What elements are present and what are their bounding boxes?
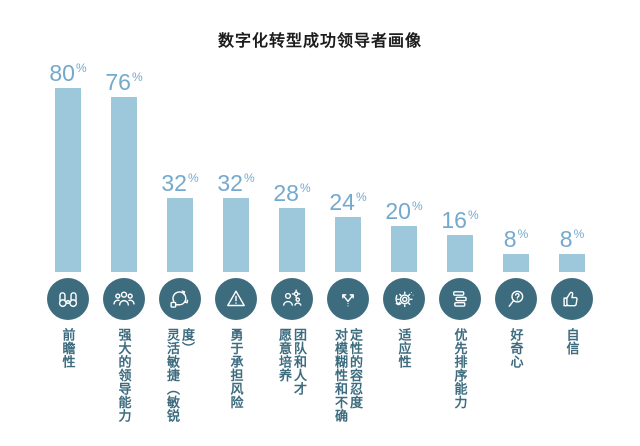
- icon-circle: [439, 278, 481, 320]
- category-label: 愿意培养 团队和人才: [277, 328, 307, 396]
- icon-circle: [551, 278, 593, 320]
- bar: [110, 97, 137, 272]
- icon-circle: [271, 278, 313, 320]
- bar-value-label: 24%: [329, 188, 367, 215]
- category-label: 自信: [564, 328, 580, 355]
- icon-circle: [383, 278, 425, 320]
- percent-sign: %: [517, 226, 529, 241]
- thumbs-up-icon: [563, 291, 578, 307]
- percent-sign: %: [299, 180, 311, 195]
- talent-development-icon: [282, 289, 302, 306]
- agile-loop-icon: [170, 290, 189, 308]
- icon-circle: [103, 278, 145, 320]
- bar-value-number: 8: [503, 225, 517, 252]
- chart-column: 8% 好奇心: [488, 60, 544, 438]
- risk-triangle-icon: [227, 290, 245, 307]
- chart-column: 20% 适应性: [376, 60, 432, 438]
- category-label: 好奇心: [508, 328, 524, 369]
- bar-area: 28%: [273, 60, 311, 272]
- bar: [54, 88, 81, 272]
- bar: [503, 253, 529, 272]
- chart-column: 16% 优先排序能力: [432, 60, 488, 438]
- percent-sign: %: [573, 226, 585, 241]
- icon-circle: [327, 278, 369, 320]
- category-label: 前瞻性: [60, 328, 76, 369]
- chart-column: 76% 强大的领导能力: [96, 60, 152, 438]
- bar-value-label: 20%: [385, 200, 422, 223]
- bar-value-label: 80%: [49, 62, 86, 85]
- percent-sign: %: [467, 208, 479, 223]
- bar-value-number: 80: [49, 60, 75, 86]
- category-label: 优先排序能力: [452, 328, 468, 409]
- bar: [446, 235, 473, 272]
- chart-column: 24% 对模糊性和不确 定性的容忍度: [320, 60, 376, 438]
- bar-value-number: 16: [441, 207, 467, 234]
- icon-circle: [495, 278, 537, 320]
- chart-column: 28% 愿意培养 团队和人才: [264, 60, 320, 438]
- bar-value-label: 28%: [273, 179, 311, 206]
- bar-value-number: 32: [217, 170, 243, 197]
- chart-column: 8% 自信: [544, 60, 600, 438]
- team-icon: [113, 291, 135, 306]
- percent-sign: %: [243, 171, 255, 186]
- bar-value-number: 8: [559, 225, 573, 252]
- bar-area: 8%: [503, 60, 529, 272]
- bar-area: 32%: [161, 60, 199, 272]
- bar: [559, 253, 585, 272]
- icon-circle: [215, 278, 257, 320]
- binoculars-icon: [58, 292, 78, 308]
- category-label: 对模糊性和不确 定性的容忍度: [333, 328, 363, 423]
- bar: [278, 207, 305, 272]
- chart-column: 80% 前瞻性: [40, 60, 96, 438]
- icon-circle: [47, 278, 89, 320]
- category-label: 强大的领导能力: [116, 328, 132, 423]
- bar-value-number: 28: [273, 179, 299, 206]
- bar: [334, 216, 361, 272]
- bar-value-number: 76: [105, 69, 131, 96]
- percent-sign: %: [187, 171, 199, 186]
- chart-column: 32% 灵活敏捷（敏锐度）: [152, 60, 208, 438]
- bar: [166, 198, 193, 272]
- category-label: 灵活敏捷（敏锐度）: [165, 328, 195, 423]
- bar: [222, 198, 249, 272]
- bar-value-label: 32%: [217, 172, 254, 195]
- bar-area: 32%: [217, 60, 255, 272]
- branching-arrows-icon: [342, 294, 354, 307]
- percent-sign: %: [355, 189, 367, 204]
- bar-value-label: 76%: [105, 71, 142, 94]
- bar: [390, 226, 417, 272]
- percent-sign: %: [411, 199, 423, 213]
- percent-sign: %: [131, 70, 143, 85]
- bar-value-label: 8%: [503, 225, 529, 252]
- bar-value-number: 32: [161, 170, 187, 197]
- bar-value-label: 8%: [559, 225, 585, 252]
- bar-chart: 80% 前瞻性 76% 强大的领导能力 32% 灵活敏捷（敏锐度） 32% 勇于…: [40, 60, 600, 438]
- gear-rotation-icon: [395, 291, 414, 308]
- bar-area: 20%: [385, 60, 423, 272]
- bar-area: 24%: [329, 60, 367, 272]
- bar-value-number: 20: [385, 198, 411, 224]
- stacked-layers-icon: [453, 291, 467, 307]
- bar-value-number: 24: [329, 188, 355, 215]
- bar-value-label: 32%: [161, 172, 198, 195]
- category-label: 勇于承担风险: [228, 328, 244, 409]
- bar-area: 8%: [559, 60, 585, 272]
- chart-column: 32% 勇于承担风险: [208, 60, 264, 438]
- category-label: 适应性: [396, 328, 412, 369]
- bar-area: 76%: [105, 60, 143, 272]
- chart-title: 数字化转型成功领导者画像: [217, 33, 422, 50]
- bar-value-label: 16%: [441, 209, 478, 232]
- bar-area: 16%: [441, 60, 479, 272]
- percent-sign: %: [75, 61, 87, 75]
- bar-area: 80%: [49, 60, 87, 272]
- icon-circle: [159, 278, 201, 320]
- magnifier-question-icon: [508, 290, 524, 307]
